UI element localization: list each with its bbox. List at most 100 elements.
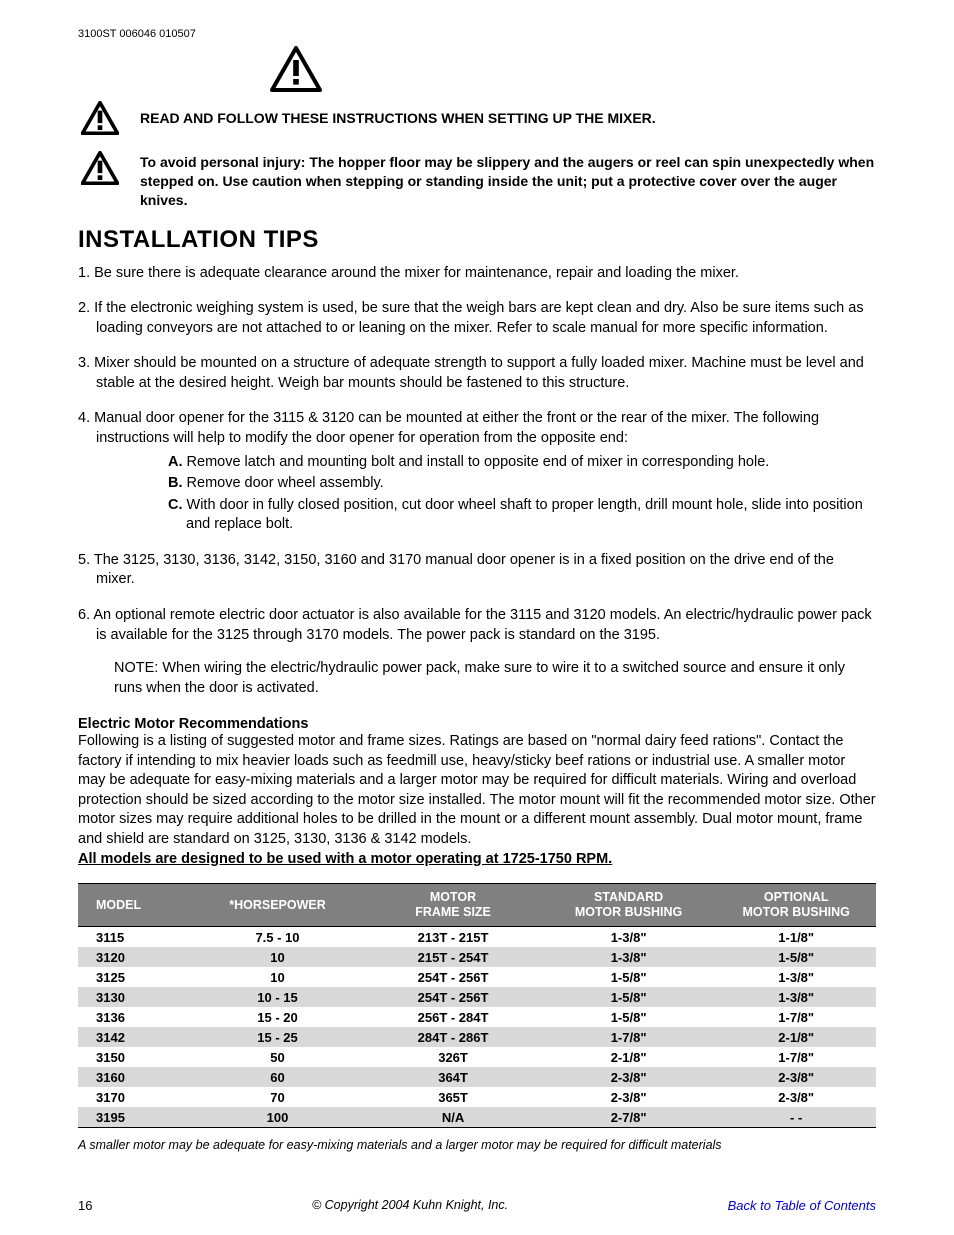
table-cell: 213T - 215T xyxy=(365,927,541,948)
tip-6-text: 6. An optional remote electric door actu… xyxy=(78,607,872,643)
document-page: 3100ST 006046 010507 READ AND FOLLOW THE… xyxy=(0,0,954,1235)
tip-6-note: NOTE: When wiring the electric/hydraulic… xyxy=(114,659,876,698)
table-row: 31157.5 - 10213T - 215T1-3/8"1-1/8" xyxy=(78,927,876,948)
table-row: 3195100N/A2-7/8"- - xyxy=(78,1107,876,1128)
table-cell: 1-5/8" xyxy=(716,947,876,967)
table-cell: 1-5/8" xyxy=(541,987,717,1007)
table-cell: 2-3/8" xyxy=(541,1067,717,1087)
tip-4: 4. Manual door opener for the 3115 & 312… xyxy=(78,409,876,534)
table-cell: 364T xyxy=(365,1067,541,1087)
table-row: 313010 - 15254T - 256T1-5/8"1-3/8" xyxy=(78,987,876,1007)
table-cell: 3160 xyxy=(78,1067,190,1087)
table-cell: 60 xyxy=(190,1067,366,1087)
table-cell: 1-7/8" xyxy=(716,1007,876,1027)
warning-icon-top xyxy=(270,46,876,97)
table-cell: 3125 xyxy=(78,967,190,987)
tip-6: 6. An optional remote electric door actu… xyxy=(78,606,876,698)
table-cell: 3150 xyxy=(78,1047,190,1067)
tip-4-sublist: A. Remove latch and mounting bolt and in… xyxy=(168,453,876,535)
table-cell: 365T xyxy=(365,1087,541,1107)
table-cell: 284T - 286T xyxy=(365,1027,541,1047)
section-title: INSTALLATION TIPS xyxy=(78,226,876,254)
table-header-cell: MOTORFRAME SIZE xyxy=(365,884,541,927)
table-cell: 15 - 20 xyxy=(190,1007,366,1027)
tip-3: 3. Mixer should be mounted on a structur… xyxy=(78,354,876,393)
table-cell: 50 xyxy=(190,1047,366,1067)
table-cell: 100 xyxy=(190,1107,366,1128)
table-row: 316060364T2-3/8"2-3/8" xyxy=(78,1067,876,1087)
table-cell: 1-5/8" xyxy=(541,967,717,987)
tip-4-text: 4. Manual door opener for the 3115 & 312… xyxy=(78,410,819,446)
tip-4b: B. Remove door wheel assembly. xyxy=(168,474,876,494)
page-footer: 16 © Copyright 2004 Kuhn Knight, Inc. Ba… xyxy=(78,1198,876,1213)
table-cell: 2-3/8" xyxy=(716,1087,876,1107)
table-header-cell: OPTIONALMOTOR BUSHING xyxy=(716,884,876,927)
table-cell: N/A xyxy=(365,1107,541,1128)
table-header-cell: *HORSEPOWER xyxy=(190,884,366,927)
tip-4c: C. With door in fully closed position, c… xyxy=(168,496,876,535)
table-cell: 3142 xyxy=(78,1027,190,1047)
table-cell: 3136 xyxy=(78,1007,190,1027)
table-cell: 256T - 284T xyxy=(365,1007,541,1027)
warning-triangle-icon xyxy=(81,151,119,185)
table-cell: 7.5 - 10 xyxy=(190,927,366,948)
table-cell: 1-7/8" xyxy=(716,1047,876,1067)
table-body: 31157.5 - 10213T - 215T1-3/8"1-1/8"31201… xyxy=(78,927,876,1128)
tip-4a: A. Remove latch and mounting bolt and in… xyxy=(168,453,876,473)
table-row: 315050326T2-1/8"1-7/8" xyxy=(78,1047,876,1067)
table-cell: 1-1/8" xyxy=(716,927,876,948)
warning-row-2: To avoid personal injury: The hopper flo… xyxy=(78,151,876,210)
tip-2: 2. If the electronic weighing system is … xyxy=(78,299,876,338)
table-cell: 254T - 256T xyxy=(365,967,541,987)
table-cell: 1-3/8" xyxy=(716,967,876,987)
emr-body-text: Following is a listing of suggested moto… xyxy=(78,733,876,847)
table-header-cell: STANDARDMOTOR BUSHING xyxy=(541,884,717,927)
table-cell: 10 - 15 xyxy=(190,987,366,1007)
table-cell: 70 xyxy=(190,1087,366,1107)
back-to-toc-link[interactable]: Back to Table of Contents xyxy=(728,1198,876,1213)
tip-1: 1. Be sure there is adequate clearance a… xyxy=(78,264,876,284)
installation-tips-list: 1. Be sure there is adequate clearance a… xyxy=(78,264,876,699)
motor-table: MODEL*HORSEPOWERMOTORFRAME SIZESTANDARDM… xyxy=(78,883,876,1128)
table-cell: 326T xyxy=(365,1047,541,1067)
table-cell: - - xyxy=(716,1107,876,1128)
warning-text-1: READ AND FOLLOW THESE INSTRUCTIONS WHEN … xyxy=(140,101,656,128)
table-cell: 3115 xyxy=(78,927,190,948)
table-cell: 254T - 256T xyxy=(365,987,541,1007)
document-code: 3100ST 006046 010507 xyxy=(78,28,876,40)
table-cell: 2-3/8" xyxy=(541,1087,717,1107)
table-row: 312010215T - 254T1-3/8"1-5/8" xyxy=(78,947,876,967)
table-cell: 10 xyxy=(190,967,366,987)
table-cell: 1-3/8" xyxy=(716,987,876,1007)
table-cell: 3170 xyxy=(78,1087,190,1107)
emr-underline: All models are designed to be used with … xyxy=(78,851,612,867)
table-cell: 1-3/8" xyxy=(541,927,717,948)
table-row: 317070365T2-3/8"2-3/8" xyxy=(78,1087,876,1107)
warning-triangle-icon xyxy=(81,101,119,135)
table-cell: 1-3/8" xyxy=(541,947,717,967)
table-cell: 1-7/8" xyxy=(541,1027,717,1047)
warning-row-1: READ AND FOLLOW THESE INSTRUCTIONS WHEN … xyxy=(78,101,876,135)
table-row: 313615 - 20256T - 284T1-5/8"1-7/8" xyxy=(78,1007,876,1027)
table-cell: 2-1/8" xyxy=(716,1027,876,1047)
copyright: © Copyright 2004 Kuhn Knight, Inc. xyxy=(312,1198,508,1213)
emr-body: Following is a listing of suggested moto… xyxy=(78,732,876,869)
table-cell: 2-7/8" xyxy=(541,1107,717,1128)
table-row: 314215 - 25284T - 286T1-7/8"2-1/8" xyxy=(78,1027,876,1047)
table-header-cell: MODEL xyxy=(78,884,190,927)
emr-title: Electric Motor Recommendations xyxy=(78,716,876,732)
table-cell: 215T - 254T xyxy=(365,947,541,967)
table-footnote: A smaller motor may be adequate for easy… xyxy=(78,1138,876,1152)
warning-text-2: To avoid personal injury: The hopper flo… xyxy=(140,151,876,210)
warning-triangle-icon xyxy=(270,46,322,92)
table-cell: 3195 xyxy=(78,1107,190,1128)
table-cell: 3130 xyxy=(78,987,190,1007)
table-row: 312510254T - 256T1-5/8"1-3/8" xyxy=(78,967,876,987)
tip-5: 5. The 3125, 3130, 3136, 3142, 3150, 316… xyxy=(78,551,876,590)
table-cell: 15 - 25 xyxy=(190,1027,366,1047)
table-cell: 10 xyxy=(190,947,366,967)
page-number: 16 xyxy=(78,1198,92,1213)
table-cell: 2-1/8" xyxy=(541,1047,717,1067)
table-cell: 1-5/8" xyxy=(541,1007,717,1027)
table-cell: 3120 xyxy=(78,947,190,967)
